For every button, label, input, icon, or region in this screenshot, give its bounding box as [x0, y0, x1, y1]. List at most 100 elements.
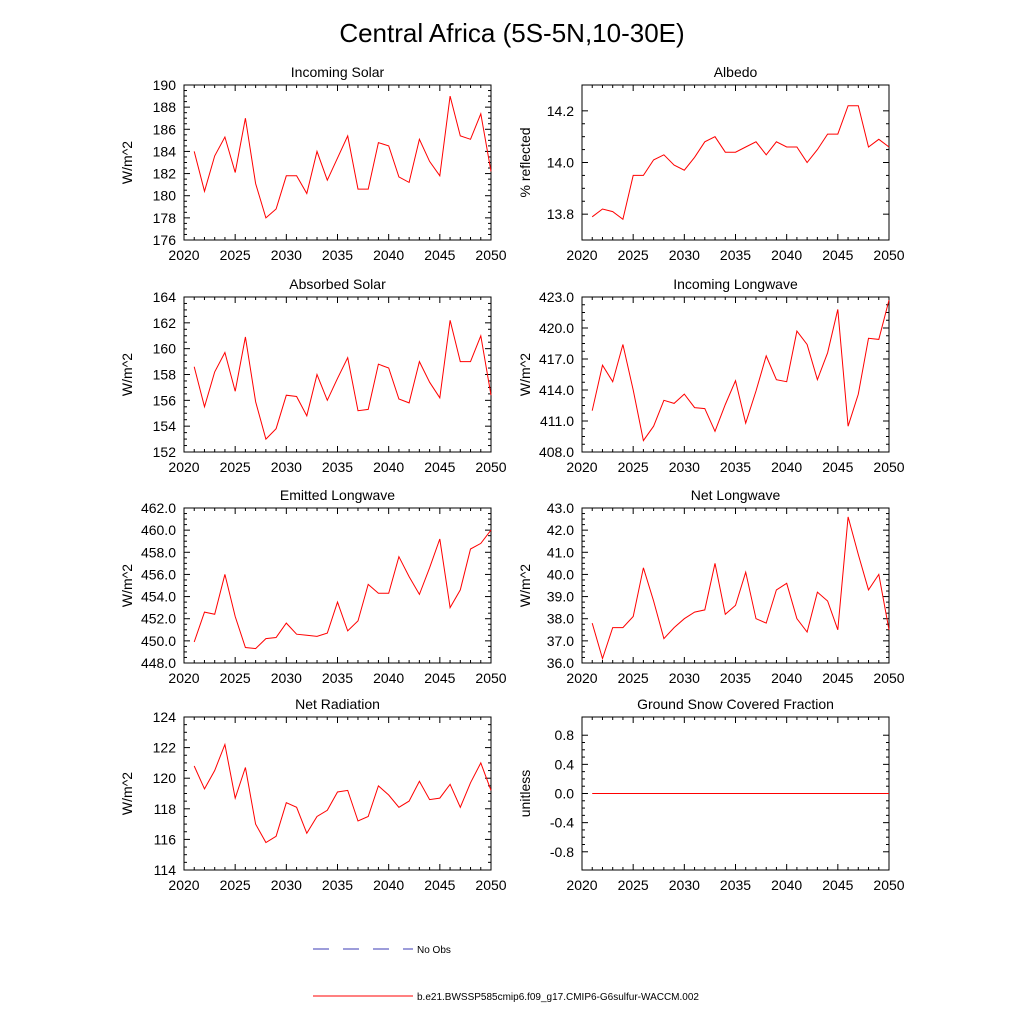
y-tick-label: 178	[153, 210, 177, 226]
y-tick-label: 13.8	[547, 206, 574, 222]
x-tick-label: 2030	[669, 670, 700, 686]
y-tick-label: 158	[153, 367, 177, 383]
y-tick-label: 448.0	[141, 655, 176, 671]
x-tick-label: 2035	[322, 877, 353, 893]
y-axis-label: W/m^2	[517, 353, 533, 396]
y-tick-label: 460.0	[141, 522, 176, 538]
y-tick-label: 124	[153, 709, 177, 725]
x-tick-label: 2020	[566, 670, 597, 686]
panel-title: Ground Snow Covered Fraction	[637, 696, 834, 712]
y-tick-label: 0.0	[555, 786, 575, 802]
x-tick-label: 2035	[322, 459, 353, 475]
series-line	[591, 299, 890, 442]
x-tick-label: 2045	[424, 247, 455, 263]
y-tick-label: -0.8	[550, 844, 574, 860]
y-axis-label: W/m^2	[119, 564, 135, 607]
x-tick-label: 2035	[322, 247, 353, 263]
panel-title: Net Longwave	[691, 487, 781, 503]
y-tick-label: 458.0	[141, 544, 176, 560]
y-tick-label: 164	[153, 289, 177, 305]
x-tick-label: 2035	[720, 247, 751, 263]
legend-model-label: b.e21.BWSSP585cmip6.f09_g17.CMIP6-G6sulf…	[417, 992, 699, 1003]
y-tick-label: 188	[153, 99, 177, 115]
panel-title: Net Radiation	[295, 696, 380, 712]
y-tick-label: 116	[154, 831, 177, 847]
y-tick-label: 180	[153, 188, 177, 204]
x-tick-label: 2050	[475, 247, 506, 263]
plot-frame	[581, 84, 890, 241]
y-axis-label: W/m^2	[517, 564, 533, 607]
plot-frame	[581, 507, 890, 664]
series-line	[193, 95, 492, 219]
y-tick-label: 420.0	[539, 320, 574, 336]
x-tick-label: 2050	[873, 459, 904, 475]
legend-obs-label: No Obs	[417, 945, 451, 956]
x-tick-label: 2045	[424, 670, 455, 686]
x-tick-label: 2030	[271, 247, 302, 263]
x-tick-label: 2050	[873, 877, 904, 893]
y-tick-label: 122	[153, 740, 177, 756]
x-tick-label: 2035	[720, 670, 751, 686]
x-tick-label: 2040	[771, 459, 802, 475]
y-tick-label: 36.0	[547, 655, 574, 671]
x-tick-label: 2035	[720, 459, 751, 475]
x-tick-label: 2050	[475, 877, 506, 893]
panel-absorbed-solar: Absorbed Solar W/m^2 2020 2025 2030 2035 2040 2…	[119, 276, 507, 475]
y-tick-label: 423.0	[539, 289, 574, 305]
x-tick-label: 2020	[168, 459, 199, 475]
series-line	[193, 529, 492, 650]
series-line	[591, 516, 890, 661]
y-tick-label: 186	[153, 121, 177, 137]
y-tick-label: 38.0	[547, 611, 574, 627]
x-tick-label: 2020	[566, 247, 597, 263]
x-tick-label: 2020	[168, 670, 199, 686]
series-line	[193, 320, 492, 441]
y-tick-label: 114	[154, 862, 177, 878]
x-tick-label: 2025	[220, 247, 251, 263]
y-tick-label: 39.0	[547, 589, 574, 605]
y-tick-label: 182	[153, 166, 177, 182]
y-tick-label: 37.0	[547, 633, 574, 649]
y-tick-label: 456.0	[141, 566, 176, 582]
panel-title: Albedo	[714, 64, 758, 80]
x-tick-label: 2050	[873, 670, 904, 686]
x-tick-label: 2050	[873, 247, 904, 263]
y-tick-label: 43.0	[547, 500, 574, 516]
x-tick-label: 2040	[373, 670, 404, 686]
x-tick-label: 2025	[618, 670, 649, 686]
x-tick-label: 2025	[220, 670, 251, 686]
y-axis-label: % reflected	[517, 127, 533, 197]
y-tick-label: 41.0	[547, 544, 574, 560]
x-tick-label: 2020	[168, 877, 199, 893]
panel-albedo: Albedo % reflected 2020 2025 2030 2035 2040 204…	[517, 64, 905, 263]
panel-incoming-longwave: Incoming Longwave W/m^2 2020 2025 2030 2035 20…	[517, 276, 905, 475]
y-tick-label: 462.0	[141, 500, 176, 516]
y-axis-label: unitless	[517, 770, 533, 817]
x-tick-label: 2025	[618, 247, 649, 263]
x-tick-label: 2030	[271, 459, 302, 475]
panel-net-longwave: Net Longwave W/m^2 2020 2025 2030 2035 2040 204…	[517, 487, 905, 686]
x-tick-label: 2030	[669, 459, 700, 475]
y-tick-label: 40.0	[547, 566, 574, 582]
panel-title: Incoming Solar	[291, 64, 385, 80]
plot-frame	[183, 507, 492, 664]
y-tick-label: 450.0	[141, 633, 176, 649]
x-tick-label: 2050	[475, 670, 506, 686]
y-tick-label: 14.0	[547, 155, 574, 171]
plot-frame	[183, 84, 492, 241]
y-tick-label: 414.0	[539, 382, 574, 398]
x-tick-label: 2040	[373, 247, 404, 263]
x-tick-label: 2045	[822, 670, 853, 686]
series-line	[591, 105, 890, 221]
x-tick-label: 2040	[771, 877, 802, 893]
x-tick-label: 2045	[822, 459, 853, 475]
y-tick-label: 160	[153, 341, 177, 357]
y-tick-label: 408.0	[539, 444, 574, 460]
x-tick-label: 2025	[220, 877, 251, 893]
x-tick-label: 2035	[720, 877, 751, 893]
y-tick-label: 154	[153, 418, 177, 434]
x-tick-label: 2040	[771, 247, 802, 263]
x-tick-label: 2025	[618, 459, 649, 475]
x-tick-label: 2020	[566, 877, 597, 893]
y-axis-label: W/m^2	[119, 141, 135, 184]
